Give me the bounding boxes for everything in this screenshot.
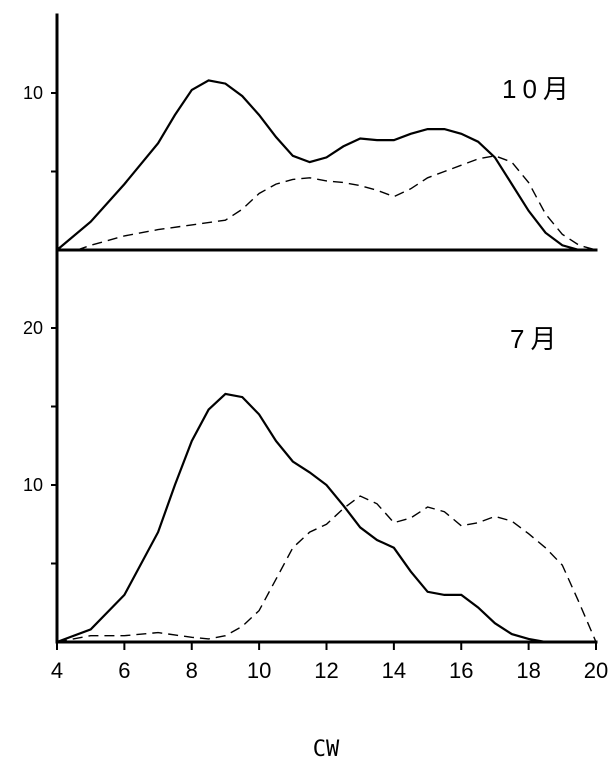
y-tick-label: 20 [23, 318, 43, 338]
x-tick-label: 20 [584, 658, 608, 683]
series-line-2-dashed [56, 495, 597, 643]
series-line-1-solid [56, 79, 596, 252]
x-axis-label: CW [313, 737, 340, 762]
y-tick-label: 10 [23, 475, 43, 495]
series-line-1-dashed [76, 155, 597, 251]
x-tick-label: 6 [118, 658, 130, 683]
panel-title: 7月 [510, 324, 562, 354]
series-line-2-solid [56, 392, 563, 644]
x-tick-label: 18 [516, 658, 540, 683]
x-tick-label: 8 [186, 658, 198, 683]
y-tick-label: 10 [23, 83, 43, 103]
x-tick-label: 14 [382, 658, 406, 683]
x-tick-label: 10 [247, 658, 271, 683]
panel-title: 10月 [502, 74, 575, 104]
x-tick-label: 4 [51, 658, 63, 683]
x-tick-label: 16 [449, 658, 473, 683]
x-tick-label: 12 [314, 658, 338, 683]
